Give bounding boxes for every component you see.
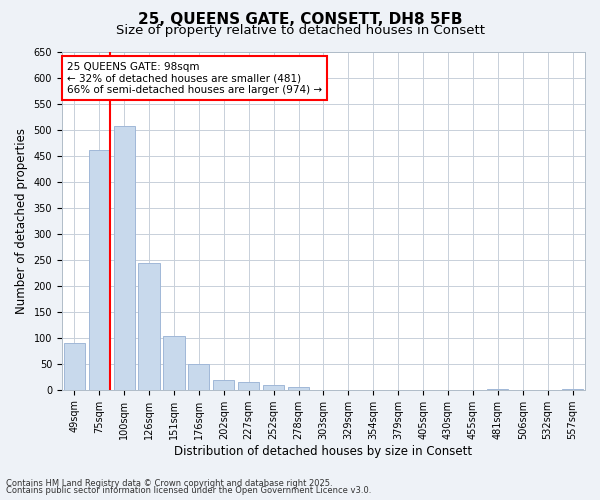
Bar bbox=[139, 264, 160, 390]
Bar bbox=[163, 336, 185, 390]
Bar bbox=[188, 364, 209, 390]
Text: Contains public sector information licensed under the Open Government Licence v3: Contains public sector information licen… bbox=[6, 486, 371, 495]
Y-axis label: Number of detached properties: Number of detached properties bbox=[15, 128, 28, 314]
Text: 25, QUEENS GATE, CONSETT, DH8 5FB: 25, QUEENS GATE, CONSETT, DH8 5FB bbox=[138, 12, 462, 28]
Bar bbox=[487, 388, 508, 390]
Bar bbox=[213, 380, 235, 390]
Text: 25 QUEENS GATE: 98sqm
← 32% of detached houses are smaller (481)
66% of semi-det: 25 QUEENS GATE: 98sqm ← 32% of detached … bbox=[67, 62, 322, 95]
Bar bbox=[64, 343, 85, 390]
X-axis label: Distribution of detached houses by size in Consett: Distribution of detached houses by size … bbox=[175, 444, 473, 458]
Bar bbox=[238, 382, 259, 390]
Bar bbox=[113, 126, 135, 390]
Text: Contains HM Land Registry data © Crown copyright and database right 2025.: Contains HM Land Registry data © Crown c… bbox=[6, 478, 332, 488]
Bar bbox=[263, 384, 284, 390]
Bar bbox=[288, 387, 309, 390]
Text: Size of property relative to detached houses in Consett: Size of property relative to detached ho… bbox=[115, 24, 485, 37]
Bar bbox=[89, 150, 110, 390]
Bar bbox=[562, 388, 583, 390]
